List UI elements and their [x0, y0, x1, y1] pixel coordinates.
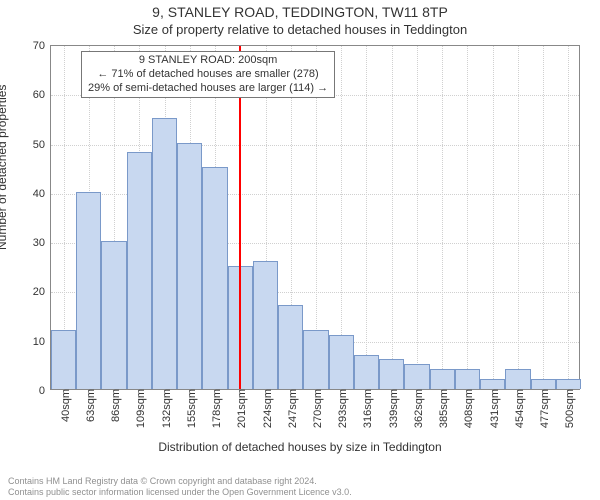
- histogram-bar: [303, 330, 328, 389]
- chart-title: 9, STANLEY ROAD, TEDDINGTON, TW11 8TP: [0, 4, 600, 20]
- credits-line-1: Contains HM Land Registry data © Crown c…: [8, 476, 352, 487]
- y-tick-label: 20: [33, 286, 51, 298]
- y-gridline: [51, 145, 579, 146]
- x-tick-label: 132sqm: [157, 389, 173, 428]
- histogram-bar: [177, 143, 202, 389]
- x-gridline: [467, 46, 468, 389]
- x-gridline: [442, 46, 443, 389]
- x-tick-label: 63sqm: [81, 389, 97, 422]
- histogram-bar: [556, 379, 581, 389]
- x-gridline: [366, 46, 367, 389]
- y-tick-label: 10: [33, 336, 51, 348]
- x-tick-label: 40sqm: [56, 389, 72, 422]
- histogram-bar: [127, 152, 152, 389]
- histogram-bar: [101, 241, 126, 389]
- y-tick-label: 60: [33, 89, 51, 101]
- x-tick-label: 339sqm: [384, 389, 400, 428]
- credits-text: Contains HM Land Registry data © Crown c…: [8, 476, 352, 498]
- histogram-bar: [480, 379, 505, 389]
- histogram-bar: [76, 192, 101, 389]
- x-gridline: [493, 46, 494, 389]
- histogram-bar: [531, 379, 556, 389]
- x-tick-label: 454sqm: [510, 389, 526, 428]
- histogram-bar: [51, 330, 76, 389]
- x-tick-label: 247sqm: [283, 389, 299, 428]
- annotation-line-1: 9 STANLEY ROAD: 200sqm: [88, 54, 328, 68]
- x-tick-label: 431sqm: [485, 389, 501, 428]
- annotation-box: 9 STANLEY ROAD: 200sqm← 71% of detached …: [81, 51, 335, 98]
- y-axis-title: Number of detached properties: [0, 85, 9, 250]
- x-axis-title: Distribution of detached houses by size …: [0, 440, 600, 454]
- histogram-bar: [505, 369, 530, 389]
- x-tick-label: 385sqm: [434, 389, 450, 428]
- histogram-bar: [455, 369, 480, 389]
- chart-subtitle: Size of property relative to detached ho…: [0, 22, 600, 37]
- credits-line-2: Contains public sector information licen…: [8, 487, 352, 498]
- annotation-line-2: ← 71% of detached houses are smaller (27…: [88, 68, 328, 82]
- x-gridline: [417, 46, 418, 389]
- histogram-bar: [329, 335, 354, 389]
- x-gridline: [518, 46, 519, 389]
- histogram-bar: [253, 261, 278, 389]
- x-tick-label: 500sqm: [560, 389, 576, 428]
- histogram-bar: [430, 369, 455, 389]
- x-tick-label: 408sqm: [459, 389, 475, 428]
- y-tick-label: 70: [33, 40, 51, 52]
- x-gridline: [392, 46, 393, 389]
- x-gridline: [543, 46, 544, 389]
- x-tick-label: 155sqm: [182, 389, 198, 428]
- histogram-bar: [152, 118, 177, 389]
- x-tick-label: 86sqm: [106, 389, 122, 422]
- histogram-bar: [404, 364, 429, 389]
- x-gridline: [568, 46, 569, 389]
- x-tick-label: 178sqm: [207, 389, 223, 428]
- x-tick-label: 477sqm: [535, 389, 551, 428]
- x-tick-label: 362sqm: [409, 389, 425, 428]
- x-tick-label: 293sqm: [333, 389, 349, 428]
- plot-area: 01020304050607040sqm63sqm86sqm109sqm132s…: [50, 45, 580, 390]
- x-tick-label: 109sqm: [131, 389, 147, 428]
- y-tick-label: 30: [33, 237, 51, 249]
- y-tick-label: 40: [33, 188, 51, 200]
- x-tick-label: 270sqm: [308, 389, 324, 428]
- x-tick-label: 316sqm: [358, 389, 374, 428]
- histogram-bar: [278, 305, 303, 389]
- y-tick-label: 50: [33, 139, 51, 151]
- histogram-bar: [354, 355, 379, 390]
- histogram-bar: [202, 167, 227, 389]
- x-tick-label: 224sqm: [258, 389, 274, 428]
- histogram-bar: [379, 359, 404, 389]
- x-tick-label: 201sqm: [232, 389, 248, 428]
- property-size-chart: 9, STANLEY ROAD, TEDDINGTON, TW11 8TP Si…: [0, 0, 600, 500]
- y-tick-label: 0: [39, 385, 51, 397]
- annotation-line-3: 29% of semi-detached houses are larger (…: [88, 82, 328, 96]
